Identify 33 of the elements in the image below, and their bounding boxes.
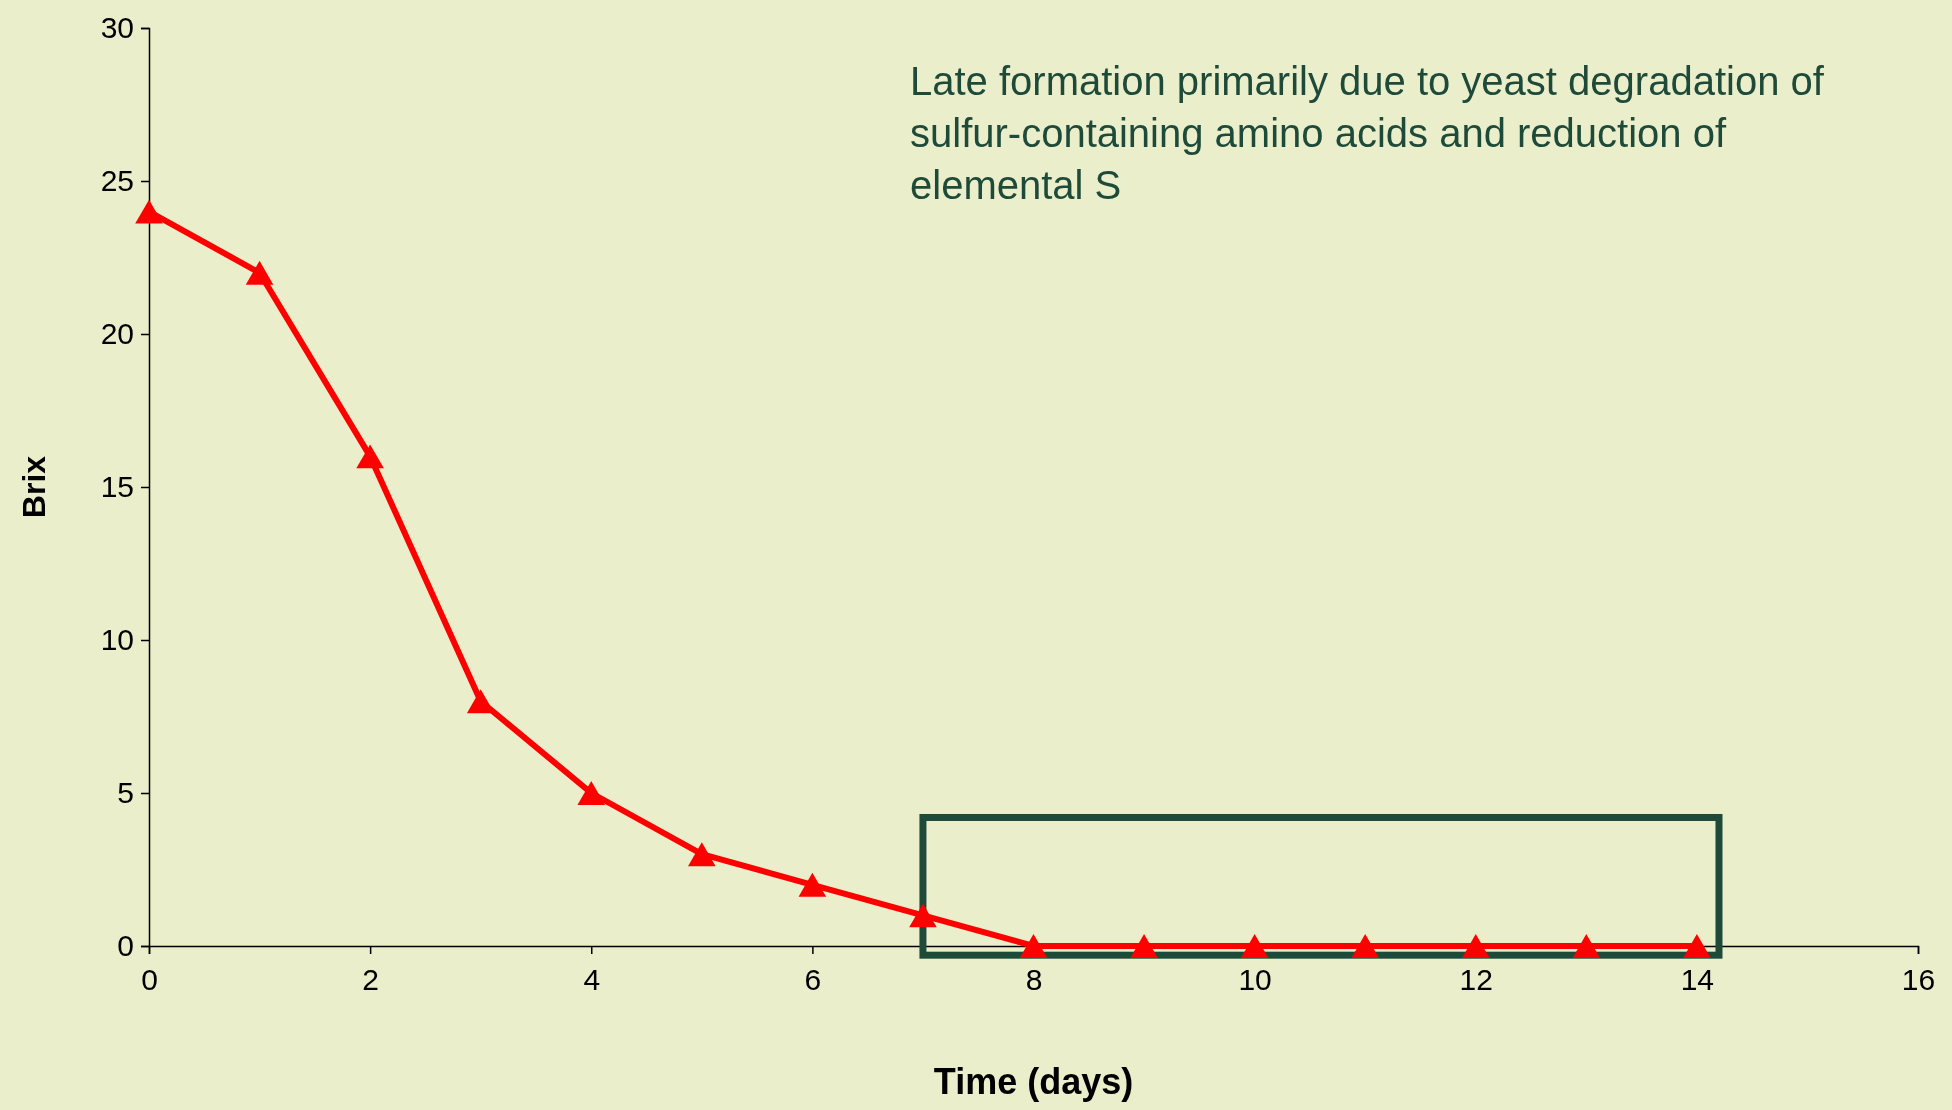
x-tick-label: 4: [583, 963, 601, 996]
y-tick-label: 5: [117, 776, 134, 810]
point: [1130, 934, 1158, 958]
x-tick-label: 0: [141, 963, 158, 996]
x-tick-label: 6: [804, 963, 822, 996]
point: [1683, 934, 1711, 958]
x-axis-title: Time (days): [933, 1061, 1134, 1102]
point: [688, 842, 716, 867]
point: [909, 903, 937, 928]
point: [577, 781, 606, 805]
x-tick-label: 2: [362, 963, 379, 996]
y-axis-title: Brix: [16, 455, 52, 519]
y-tick-label: 25: [100, 164, 134, 198]
point: [1572, 934, 1601, 958]
point: [135, 199, 163, 224]
x-tick-label: 12: [1459, 963, 1493, 996]
x-tick-label: 8: [1025, 963, 1043, 996]
y-tick-label: 30: [100, 11, 134, 45]
x-tick-label: 14: [1680, 963, 1715, 996]
point: [245, 260, 274, 285]
y-tick-label: 10: [100, 623, 134, 657]
y-tick-label: 15: [100, 470, 134, 504]
y-tick-label: 20: [100, 317, 134, 351]
point: [1240, 934, 1269, 958]
point: [1461, 934, 1490, 958]
y-tick-label: 0: [117, 929, 134, 963]
point: [1351, 934, 1379, 958]
annotation: Late formation primarily due to yeast degradation of sulfur-containing amino acids and reduction of elemental S: [910, 58, 1825, 209]
x-tick-label: 16: [1901, 963, 1936, 996]
x-tick-label: 10: [1238, 963, 1272, 996]
point: [356, 444, 384, 469]
point: [1019, 934, 1048, 958]
point: [798, 872, 827, 897]
